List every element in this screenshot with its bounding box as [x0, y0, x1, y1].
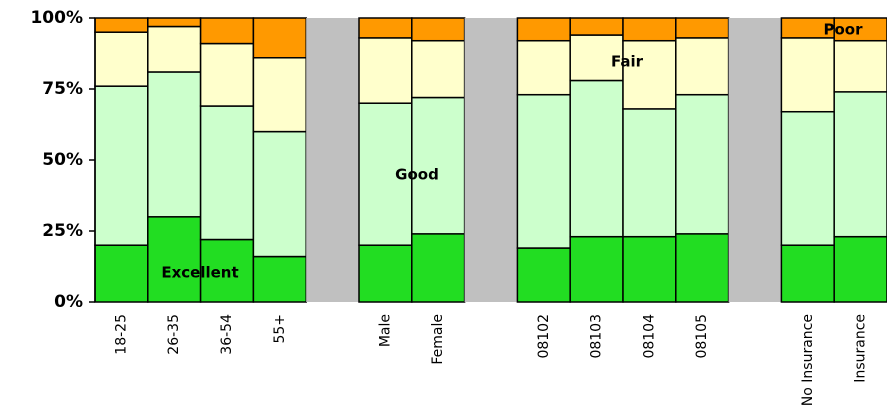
bar-segment — [94, 85, 149, 246]
bar-segment — [622, 108, 677, 238]
series-label: Excellent — [161, 264, 238, 282]
x-tick-label: 08105 — [694, 314, 710, 359]
bar-segment — [675, 233, 730, 303]
bar-segment — [147, 216, 202, 303]
series-label: Good — [395, 166, 439, 184]
series-label: Fair — [611, 53, 644, 71]
bar-segment — [252, 255, 307, 303]
x-tick-label: 26-35 — [166, 314, 182, 355]
bar-segment — [94, 17, 149, 33]
bar-segment — [199, 17, 255, 45]
bar-segment — [780, 110, 835, 246]
bar-segment — [569, 79, 624, 238]
x-tick-label: Male — [377, 314, 393, 347]
group-gap — [728, 18, 782, 302]
bar-segment — [516, 17, 571, 42]
bar-segment — [675, 17, 730, 39]
bar-segment — [833, 91, 887, 238]
y-tick-label: 75% — [42, 79, 83, 99]
bar-segment — [411, 233, 466, 303]
x-tick-label: 36-54 — [219, 314, 235, 355]
bar-segment — [780, 37, 835, 113]
x-tick-label: 08104 — [641, 314, 657, 359]
bar-segment — [252, 17, 307, 59]
bar-segment — [411, 39, 466, 99]
x-tick-label: 18-25 — [113, 314, 129, 355]
bar-segment — [252, 57, 307, 133]
bar-segment — [252, 130, 307, 258]
bar-segment — [833, 235, 887, 303]
bar-segment — [675, 37, 730, 96]
x-tick-label: No Insurance — [800, 314, 816, 406]
bar-segment — [675, 93, 730, 235]
bar-segment — [411, 17, 466, 42]
bar-segment — [516, 247, 571, 303]
bar-segment — [358, 244, 413, 303]
x-tick-label: Female — [430, 314, 446, 365]
bar-segment — [569, 17, 624, 36]
bar-segment — [147, 71, 202, 218]
x-tick-label: Insurance — [853, 314, 869, 383]
bar-segment — [833, 17, 887, 42]
bar-segment — [147, 25, 202, 73]
series-label: Poor — [823, 21, 863, 39]
y-tick-label: 50% — [42, 150, 83, 170]
bar-segment — [622, 17, 677, 42]
bar-segment — [516, 39, 571, 96]
bar-segment — [199, 105, 255, 241]
bar-segment — [358, 37, 413, 104]
bar-segment — [147, 17, 202, 28]
x-tick-label: 55+ — [272, 314, 288, 344]
bar-segment — [94, 244, 149, 303]
group-gap — [306, 18, 359, 302]
bar-segment — [199, 42, 255, 107]
bar-segment — [94, 31, 149, 87]
bar-segment — [516, 93, 571, 249]
y-tick-label: 0% — [54, 292, 83, 312]
x-tick-label: 08103 — [589, 314, 605, 359]
bar-segment — [622, 235, 677, 303]
y-tick-label: 25% — [42, 221, 83, 241]
bar-segment — [569, 235, 624, 303]
y-tick-label: 100% — [30, 8, 83, 28]
x-tick-label: 08102 — [536, 314, 552, 359]
group-gap — [464, 18, 518, 302]
bar-segment — [358, 102, 413, 246]
bar-segment — [780, 244, 835, 303]
bar-segment — [358, 17, 413, 39]
bar-segment — [199, 238, 255, 303]
bar-segment — [833, 39, 887, 93]
bar-segment — [622, 39, 677, 110]
